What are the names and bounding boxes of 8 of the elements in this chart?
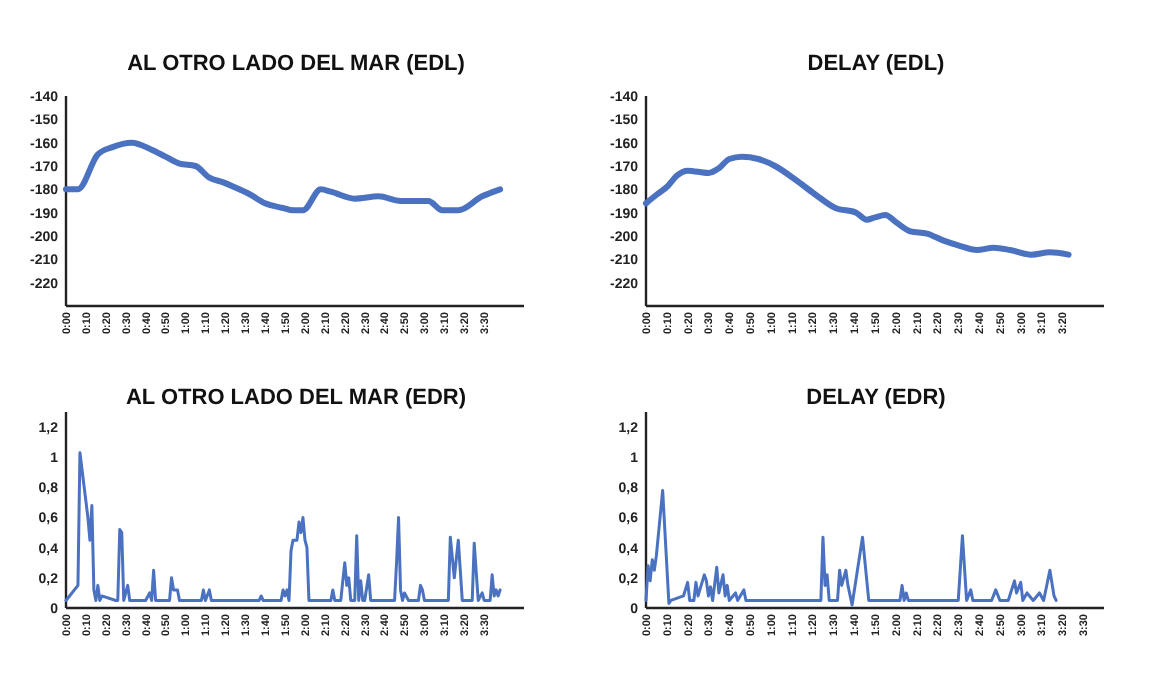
chart-title: AL OTRO LADO DEL MAR (EDR)	[125, 386, 467, 410]
chart-title: DELAY (EDR)	[806, 386, 947, 410]
chart-title: AL OTRO LADO DEL MAR (EDL)	[127, 52, 466, 76]
line-series	[644, 488, 1058, 607]
line-series	[64, 451, 502, 602]
line-series	[63, 139, 504, 214]
chart-title: DELAY (EDL)	[807, 52, 946, 76]
line-series	[643, 153, 1072, 258]
